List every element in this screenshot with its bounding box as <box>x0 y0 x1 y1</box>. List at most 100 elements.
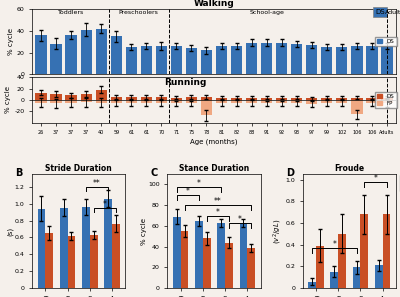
Y-axis label: $(v^2/gL)$: $(v^2/gL)$ <box>272 218 284 244</box>
Bar <box>112 224 120 288</box>
Legend: DS, FP: DS, FP <box>375 92 397 108</box>
Bar <box>195 221 203 288</box>
Bar <box>246 43 257 74</box>
Bar <box>366 98 378 100</box>
Bar <box>276 100 287 103</box>
Bar <box>261 98 272 100</box>
Bar <box>231 100 242 103</box>
Bar <box>60 208 68 288</box>
Bar <box>50 44 62 74</box>
Bar <box>186 48 197 74</box>
Bar <box>80 30 92 74</box>
Bar <box>82 207 90 288</box>
Text: *: * <box>216 208 220 217</box>
Bar <box>261 100 272 103</box>
Bar <box>38 209 45 288</box>
Bar <box>80 100 92 102</box>
Bar <box>126 97 137 100</box>
Bar <box>360 214 368 288</box>
Y-axis label: % cycle: % cycle <box>8 28 14 55</box>
Title: Stance Duration: Stance Duration <box>179 164 249 173</box>
Bar <box>50 94 62 100</box>
Bar <box>141 100 152 103</box>
Bar <box>201 50 212 74</box>
Bar <box>381 100 393 103</box>
Text: Toddlers: Toddlers <box>58 10 84 15</box>
Bar <box>351 46 362 74</box>
Bar <box>276 43 287 74</box>
Bar <box>216 46 227 74</box>
Text: *: * <box>238 215 242 224</box>
Bar <box>321 47 332 74</box>
Bar <box>306 45 318 74</box>
Text: **: ** <box>214 197 222 206</box>
Bar <box>246 98 257 100</box>
Y-axis label: (s): (s) <box>6 227 13 236</box>
X-axis label: Age (months): Age (months) <box>190 138 238 145</box>
Bar <box>141 97 152 100</box>
Bar <box>231 46 242 74</box>
Bar <box>35 93 47 100</box>
Bar <box>306 98 318 100</box>
Bar <box>291 100 302 103</box>
Text: C: C <box>150 168 158 178</box>
Text: Walking: Walking <box>194 0 234 8</box>
Text: Running: Running <box>164 78 206 87</box>
Bar <box>171 98 182 100</box>
Bar <box>171 100 182 103</box>
Title: Stride Duration: Stride Duration <box>45 164 112 173</box>
Bar <box>351 100 362 114</box>
Bar <box>126 100 137 103</box>
Bar <box>171 46 182 74</box>
Bar <box>336 100 348 103</box>
Bar <box>186 100 197 103</box>
Bar <box>50 100 62 103</box>
Bar <box>66 35 77 74</box>
Bar <box>173 217 181 288</box>
Bar <box>35 100 47 103</box>
Bar <box>381 98 393 100</box>
Text: School-age: School-age <box>249 10 284 15</box>
Bar <box>336 47 348 74</box>
Bar <box>66 95 77 100</box>
Bar <box>156 46 167 74</box>
Text: *: * <box>103 200 107 209</box>
Y-axis label: % cycle: % cycle <box>141 218 147 245</box>
Bar <box>203 238 211 288</box>
Bar <box>381 46 393 74</box>
Bar <box>375 265 383 288</box>
Bar <box>45 233 53 288</box>
Title: Froude: Froude <box>334 164 364 173</box>
Bar <box>201 100 212 116</box>
Bar <box>186 97 197 100</box>
Bar <box>96 29 107 74</box>
Bar <box>330 272 338 288</box>
Bar <box>306 100 318 104</box>
Bar <box>366 46 378 74</box>
Text: *: * <box>186 187 190 196</box>
Bar <box>321 100 332 103</box>
Bar <box>104 199 112 288</box>
Bar <box>110 97 122 100</box>
Bar <box>181 231 188 288</box>
Bar <box>68 236 75 288</box>
Bar <box>156 97 167 100</box>
Bar <box>141 46 152 74</box>
Text: *: * <box>197 178 201 187</box>
Bar <box>216 100 227 103</box>
Bar <box>338 234 346 288</box>
Bar <box>80 94 92 100</box>
Bar <box>156 100 167 103</box>
Bar <box>126 47 137 74</box>
Bar <box>217 223 225 288</box>
Bar <box>291 98 302 100</box>
Text: Preschoolers: Preschoolers <box>119 10 159 15</box>
Bar <box>35 35 47 74</box>
Legend: DS: DS <box>375 37 397 46</box>
Bar <box>353 268 360 288</box>
Bar <box>316 246 324 288</box>
Bar <box>246 100 257 103</box>
Text: *: * <box>374 174 377 183</box>
Bar <box>240 223 247 288</box>
Text: *: * <box>332 240 336 249</box>
